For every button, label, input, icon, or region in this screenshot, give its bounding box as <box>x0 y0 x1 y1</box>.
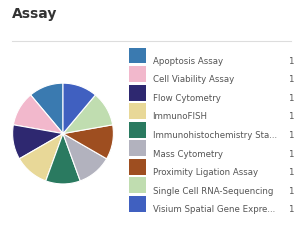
Wedge shape <box>63 96 112 134</box>
FancyBboxPatch shape <box>129 141 146 157</box>
Wedge shape <box>46 134 80 184</box>
FancyBboxPatch shape <box>129 159 146 175</box>
Text: Proximity Ligation Assay: Proximity Ligation Assay <box>152 167 258 176</box>
Wedge shape <box>31 84 63 134</box>
Text: 1: 1 <box>288 57 294 65</box>
FancyBboxPatch shape <box>129 85 146 101</box>
Text: 1: 1 <box>288 112 294 121</box>
Wedge shape <box>13 125 63 159</box>
Text: Cell Viability Assay: Cell Viability Assay <box>152 75 234 84</box>
Wedge shape <box>63 84 95 134</box>
Wedge shape <box>63 125 113 159</box>
FancyBboxPatch shape <box>129 196 146 212</box>
Text: Assay: Assay <box>12 7 57 21</box>
Text: ImmunoFISH: ImmunoFISH <box>152 112 208 121</box>
Text: Apoptosis Assay: Apoptosis Assay <box>152 57 223 65</box>
FancyBboxPatch shape <box>129 48 146 64</box>
FancyBboxPatch shape <box>129 122 146 138</box>
FancyBboxPatch shape <box>129 178 146 194</box>
Text: 1: 1 <box>288 131 294 139</box>
Text: Immunohistochemistry Sta...: Immunohistochemistry Sta... <box>152 131 277 139</box>
FancyBboxPatch shape <box>129 104 146 120</box>
Text: 1: 1 <box>288 167 294 176</box>
Wedge shape <box>63 134 106 181</box>
Text: Visium Spatial Gene Expre...: Visium Spatial Gene Expre... <box>152 204 275 213</box>
Text: 1: 1 <box>288 204 294 213</box>
Text: 1: 1 <box>288 186 294 195</box>
FancyBboxPatch shape <box>129 67 146 83</box>
Text: 1: 1 <box>288 149 294 158</box>
Text: 1: 1 <box>288 75 294 84</box>
Text: Mass Cytometry: Mass Cytometry <box>152 149 223 158</box>
Text: Flow Cytometry: Flow Cytometry <box>152 94 220 102</box>
Wedge shape <box>20 134 63 181</box>
Text: Single Cell RNA-Sequencing: Single Cell RNA-Sequencing <box>152 186 273 195</box>
Wedge shape <box>14 96 63 134</box>
Text: 1: 1 <box>288 94 294 102</box>
